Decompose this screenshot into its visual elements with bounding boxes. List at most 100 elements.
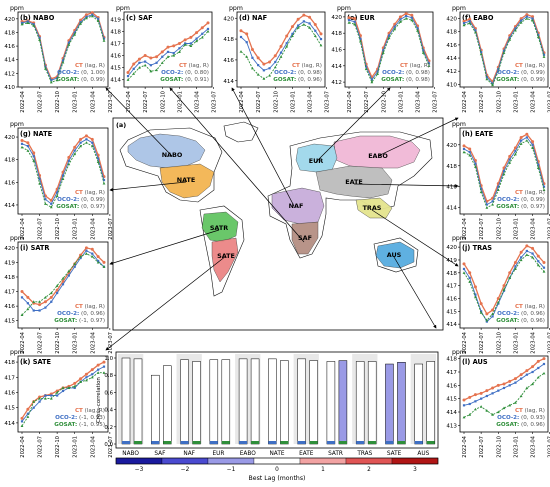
x-tick-label: 2022-10 <box>55 436 61 458</box>
point-oco <box>20 296 24 299</box>
x-tick-label: 2023-07 <box>548 332 550 354</box>
legend-name-ct: CT <box>515 63 523 69</box>
point-ct <box>296 17 300 21</box>
unit-label: ppm <box>452 349 466 356</box>
point-oco <box>480 187 483 190</box>
y-tick-label: 414 <box>4 203 15 209</box>
x-tick-label: 2022-07 <box>38 332 44 354</box>
y-tick-label: 418 <box>223 37 234 43</box>
point-gosat <box>79 380 82 383</box>
x-tick-label: 2023-04 <box>531 435 537 457</box>
point-gosat <box>531 146 534 150</box>
y-tick-label: 418 <box>4 30 15 36</box>
y-tick-label: 420 <box>331 15 342 21</box>
point-oco <box>138 61 141 64</box>
point-gosat <box>536 263 540 267</box>
point-oco <box>102 365 106 368</box>
x-tick-label: 2022-04 <box>462 217 468 239</box>
panel-d-naf: (d) NAF ppm 414 416 418 420 2022-04 2022-07 2022… <box>223 5 330 113</box>
point-gosat <box>132 72 136 75</box>
x-tick-label: 2023-04 <box>90 331 96 353</box>
point-ct <box>519 17 523 21</box>
x-tick-label: 2022-04 <box>462 435 468 457</box>
legend-name-gosat: GOSAT: <box>54 422 77 428</box>
region-label-satr: SATR <box>210 224 228 232</box>
point-ct <box>268 60 272 64</box>
y-tick-label: 412 <box>446 69 457 75</box>
point-gosat <box>525 139 529 142</box>
point-gosat <box>85 16 88 20</box>
legend-gosat: GOSAT: (0, 0.96) <box>496 318 545 324</box>
point-oco <box>38 309 41 312</box>
x-tick-label: 2023-07 <box>548 218 550 240</box>
region-arrow <box>315 87 391 163</box>
point-ct <box>508 154 512 158</box>
point-gosat <box>399 20 402 23</box>
point-gosat <box>85 252 88 255</box>
point-gosat <box>462 150 466 154</box>
point-ct <box>132 62 136 66</box>
bar-base-marker <box>192 441 201 444</box>
point-gosat <box>256 73 260 76</box>
point-ct <box>73 381 77 385</box>
point-oco <box>474 293 477 296</box>
point-gosat <box>183 43 187 46</box>
point-ct <box>404 12 408 16</box>
legend-value-gosat: (0, 0.99) <box>519 77 545 83</box>
legend-value-ct: (lag, R) <box>408 63 430 69</box>
legend-value-gosat: (0, 0.96) <box>519 422 545 428</box>
point-oco <box>462 267 466 271</box>
point-ct <box>239 29 243 33</box>
bar-base-marker <box>280 441 289 444</box>
point-oco <box>508 158 511 161</box>
x-tick-label: 2023-01 <box>513 436 519 458</box>
y-tick-label: 418 <box>446 357 457 363</box>
y-tick-label: 417 <box>4 290 15 296</box>
point-oco <box>531 143 534 146</box>
point-oco <box>462 22 466 25</box>
lag-correlation-panel: (m)Cross-correlation0.00.20.40.60.81.0NA… <box>96 351 439 482</box>
point-ct <box>479 391 483 395</box>
y-tick-label: 418 <box>4 158 15 164</box>
legend-gosat: GOSAT: (0, 0.99) <box>56 77 105 83</box>
point-ct <box>347 16 351 20</box>
point-oco <box>38 177 41 181</box>
point-gosat <box>149 69 153 73</box>
point-oco <box>347 19 351 22</box>
point-ct <box>84 372 88 376</box>
region-label-tras: TRAS <box>363 204 382 212</box>
region-label-nate: NATE <box>177 176 196 184</box>
colorbar-tick-label: 3 <box>413 467 417 473</box>
point-gosat <box>55 284 59 287</box>
y-tick-label: 415 <box>446 397 457 403</box>
point-ct <box>462 144 466 148</box>
x-tick-label: 2023-04 <box>308 90 314 112</box>
point-ct <box>531 140 535 144</box>
point-gosat <box>268 74 271 77</box>
panel-title: (e) EUR <box>347 14 375 22</box>
x-tick-label: 2023-01 <box>177 91 183 113</box>
point-gosat <box>519 258 523 262</box>
legend-ct: CT (lag, R) <box>515 408 545 414</box>
point-oco <box>370 78 373 81</box>
x-tick-label: 2022-10 <box>55 218 61 240</box>
point-gosat <box>96 371 100 374</box>
bar-base-marker <box>239 441 248 444</box>
point-gosat <box>172 54 176 57</box>
region-saf <box>291 221 319 255</box>
point-gosat <box>496 410 500 414</box>
point-gosat <box>427 64 431 67</box>
point-ct <box>525 244 529 248</box>
x-tick-label: 2022-04 <box>462 331 468 353</box>
point-oco <box>97 157 100 160</box>
point-oco <box>268 67 271 70</box>
point-ct <box>462 398 466 402</box>
point-gosat <box>525 386 529 390</box>
bar-base-marker <box>356 441 365 444</box>
point-oco <box>50 79 53 82</box>
point-gosat <box>55 78 59 82</box>
legend-name-gosat: GOSAT: <box>54 318 77 324</box>
point-gosat <box>20 145 24 149</box>
legend-name-gosat: GOSAT: <box>496 422 519 428</box>
point-ct <box>177 41 181 45</box>
